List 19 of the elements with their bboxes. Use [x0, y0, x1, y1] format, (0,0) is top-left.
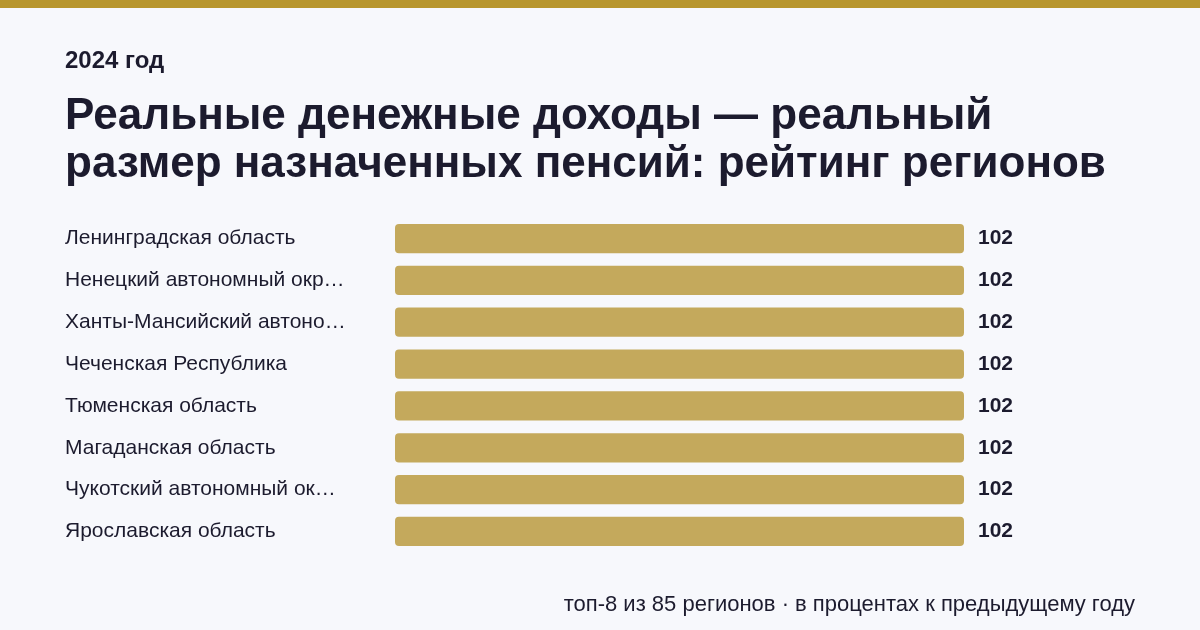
y-tick-label: Тюменская область: [65, 392, 257, 416]
data-label: 102: [978, 434, 1014, 458]
data-label: 102: [978, 267, 1014, 291]
data-label: 102: [978, 350, 1014, 374]
data-label: 102: [978, 476, 1014, 500]
y-tick-label: Ярославская область: [65, 518, 276, 542]
y-tick-label: Ханты-Мансийский автоно…: [65, 309, 346, 333]
text: 2024 год: [65, 45, 165, 75]
data-label: 102: [978, 225, 1014, 249]
y-tick-label: Чукотский автономный ок…: [65, 476, 336, 500]
y-tick-label: Ленинградская область: [65, 225, 296, 249]
text: топ-8 из 85 регионов · в процентах к предыдущему году: [563, 590, 1135, 618]
chart-title: Реальные денежные доходы — реальный размер назначенных пенсий: рейтинг регионов: [65, 89, 1107, 186]
y-tick-label: Ненецкий автономный окр…: [65, 267, 345, 291]
data-label: 102: [978, 518, 1014, 542]
y-tick-label: Чеченская Республика: [65, 350, 288, 374]
y-tick-label: Магаданская область: [65, 434, 276, 458]
data-label: 102: [978, 309, 1014, 333]
data-label: 102: [978, 392, 1014, 416]
